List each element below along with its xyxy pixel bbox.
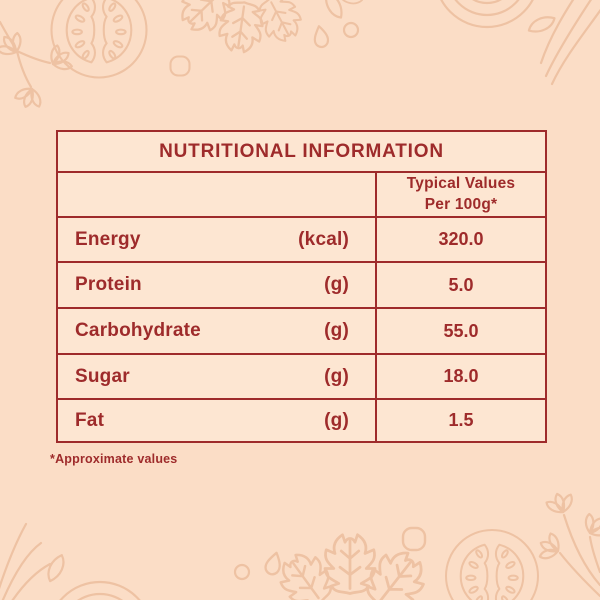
table-row-fat-value-cell: 1.5	[377, 400, 545, 441]
header-empty-cell	[58, 173, 377, 218]
parsley-leaf-icon	[272, 535, 434, 600]
row-value: 1.5	[448, 410, 474, 430]
row-label: Sugar	[75, 365, 130, 387]
onion-rings-icon	[433, 0, 541, 29]
row-label: Fat	[75, 409, 105, 431]
small-ring-icon	[342, 21, 360, 39]
table-row-carbohydrate-value-cell: 55.0	[377, 309, 545, 355]
onion-rings-icon	[46, 580, 154, 600]
table-row-energy-value-cell: 320.0	[377, 218, 545, 263]
table-row-protein-label-cell: Protein (g)	[58, 263, 377, 309]
table-title: NUTRITIONAL INFORMATION	[58, 132, 545, 173]
table-row-protein-value-cell: 5.0	[377, 263, 545, 309]
table-row-sugar-value-cell: 18.0	[377, 355, 545, 400]
header-line2: Per 100g*	[424, 195, 498, 213]
row-unit: (kcal)	[298, 228, 349, 250]
leaf-icon	[338, 0, 363, 11]
table-row-fat-label-cell: Fat (g)	[58, 400, 377, 441]
small-ring-icon	[233, 563, 251, 581]
nutrition-table: NUTRITIONAL INFORMATION Typical Values P…	[56, 130, 547, 443]
row-value: 320.0	[438, 229, 484, 249]
grass-blades-icon	[539, 0, 600, 86]
flower-sprig-icon	[533, 488, 600, 598]
row-label: Energy	[75, 228, 141, 250]
leaf-icon	[527, 9, 556, 40]
row-unit: (g)	[324, 365, 349, 387]
leaf-icon	[319, 0, 349, 19]
header-line1: Typical Values	[406, 175, 516, 193]
row-value: 55.0	[443, 320, 479, 341]
row-value: 5.0	[448, 274, 474, 295]
tomato-slice-icon	[444, 528, 540, 600]
row-unit: (g)	[324, 409, 349, 431]
row-label: Carbohydrate	[75, 320, 201, 341]
parsley-leaf-icon	[168, 0, 312, 60]
rounded-square-icon	[169, 55, 191, 77]
row-unit: (g)	[324, 274, 349, 295]
row-label: Protein	[75, 274, 142, 295]
table-row-sugar-label-cell: Sugar (g)	[58, 355, 377, 400]
leaf-icon	[43, 554, 69, 583]
table-row-energy-label-cell: Energy (kcal)	[58, 218, 377, 263]
teardrop-icon	[310, 23, 331, 50]
row-unit: (g)	[324, 320, 349, 341]
table-row-carbohydrate-label-cell: Carbohydrate (g)	[58, 309, 377, 355]
footnote: *Approximate values	[50, 452, 178, 466]
grass-blades-icon	[0, 522, 52, 600]
header-typical-values: Typical Values Per 100g*	[377, 173, 545, 218]
row-value: 18.0	[443, 366, 479, 386]
rounded-square-icon	[401, 526, 427, 552]
flower-sprig-icon	[0, 20, 79, 114]
tomato-slice-icon	[50, 0, 148, 79]
teardrop-icon	[262, 549, 285, 577]
